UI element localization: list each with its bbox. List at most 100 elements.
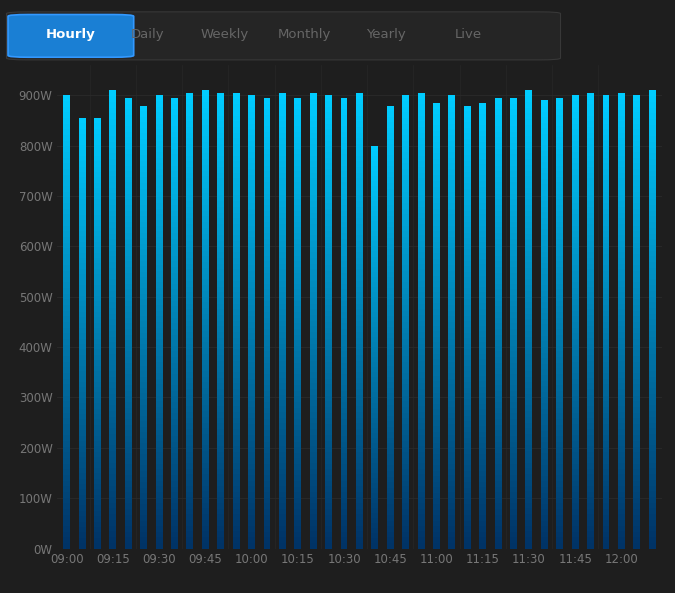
Bar xyxy=(202,428,209,434)
Bar xyxy=(156,215,163,220)
Bar xyxy=(341,397,348,402)
Bar xyxy=(125,368,132,374)
Bar xyxy=(294,188,301,194)
Bar xyxy=(140,527,147,532)
Bar xyxy=(479,482,486,487)
Bar xyxy=(325,237,332,243)
Bar xyxy=(603,311,610,316)
Bar xyxy=(572,531,578,537)
Bar xyxy=(109,176,116,182)
Bar xyxy=(526,240,533,245)
Bar xyxy=(572,339,578,345)
Bar xyxy=(371,534,378,538)
Bar xyxy=(63,113,70,118)
Bar xyxy=(94,355,101,360)
Bar xyxy=(341,256,348,262)
Bar xyxy=(371,514,378,518)
Bar xyxy=(556,312,563,318)
Bar xyxy=(356,184,363,190)
Bar xyxy=(479,114,486,120)
Bar xyxy=(495,470,502,476)
Bar xyxy=(356,486,363,492)
Bar xyxy=(618,400,625,406)
Bar xyxy=(510,233,517,239)
Bar xyxy=(448,305,456,311)
Bar xyxy=(78,258,86,263)
Bar xyxy=(510,374,517,380)
Bar xyxy=(325,277,332,282)
Bar xyxy=(603,396,610,401)
Bar xyxy=(526,514,533,520)
Bar xyxy=(464,310,470,316)
Bar xyxy=(495,154,502,160)
Bar xyxy=(140,255,147,260)
Bar xyxy=(572,503,578,509)
Bar xyxy=(649,176,655,182)
Bar xyxy=(479,197,486,203)
Bar xyxy=(464,150,470,155)
Bar xyxy=(495,120,502,126)
Bar xyxy=(294,171,301,177)
Bar xyxy=(495,126,502,132)
Bar xyxy=(294,183,301,188)
Bar xyxy=(433,248,440,253)
Bar xyxy=(248,520,255,526)
Bar xyxy=(63,248,70,254)
Bar xyxy=(603,401,610,407)
Bar xyxy=(371,453,378,458)
Bar xyxy=(603,248,610,254)
Bar xyxy=(371,493,378,498)
Bar xyxy=(633,135,641,141)
Bar xyxy=(433,148,440,153)
Bar xyxy=(418,224,425,229)
Bar xyxy=(387,343,394,349)
Bar xyxy=(356,190,363,196)
Bar xyxy=(572,129,578,135)
Bar xyxy=(479,253,486,259)
Bar xyxy=(402,435,409,441)
Bar xyxy=(418,196,425,201)
Bar xyxy=(171,329,178,334)
Bar xyxy=(541,431,548,436)
Bar xyxy=(448,248,456,254)
Bar xyxy=(526,285,533,291)
Bar xyxy=(341,425,348,431)
Bar xyxy=(526,520,533,525)
Bar xyxy=(387,327,394,333)
Bar xyxy=(418,275,425,281)
Bar xyxy=(341,515,348,521)
Bar xyxy=(294,380,301,385)
Bar xyxy=(202,216,209,222)
Bar xyxy=(510,425,517,431)
Bar xyxy=(233,361,240,366)
Bar xyxy=(618,457,625,463)
Bar xyxy=(418,349,425,355)
Bar xyxy=(78,123,86,129)
Bar xyxy=(464,537,470,543)
Bar xyxy=(510,470,517,476)
Bar xyxy=(94,425,101,430)
Bar xyxy=(495,509,502,515)
Bar xyxy=(572,464,578,469)
Bar xyxy=(310,310,317,315)
Bar xyxy=(156,413,163,418)
Bar xyxy=(572,350,578,356)
Bar xyxy=(202,113,209,119)
Bar xyxy=(633,509,641,515)
Bar xyxy=(387,200,394,205)
Bar xyxy=(495,199,502,205)
Bar xyxy=(279,366,286,372)
Bar xyxy=(618,184,625,190)
Bar xyxy=(387,250,394,255)
Bar xyxy=(279,321,286,326)
Bar xyxy=(510,453,517,458)
Bar xyxy=(294,442,301,447)
Bar xyxy=(310,349,317,355)
Bar xyxy=(125,104,132,109)
Bar xyxy=(109,193,116,199)
Bar xyxy=(587,321,594,326)
Bar xyxy=(202,102,209,107)
Bar xyxy=(356,463,363,469)
Bar xyxy=(140,222,147,227)
Bar xyxy=(556,132,563,138)
